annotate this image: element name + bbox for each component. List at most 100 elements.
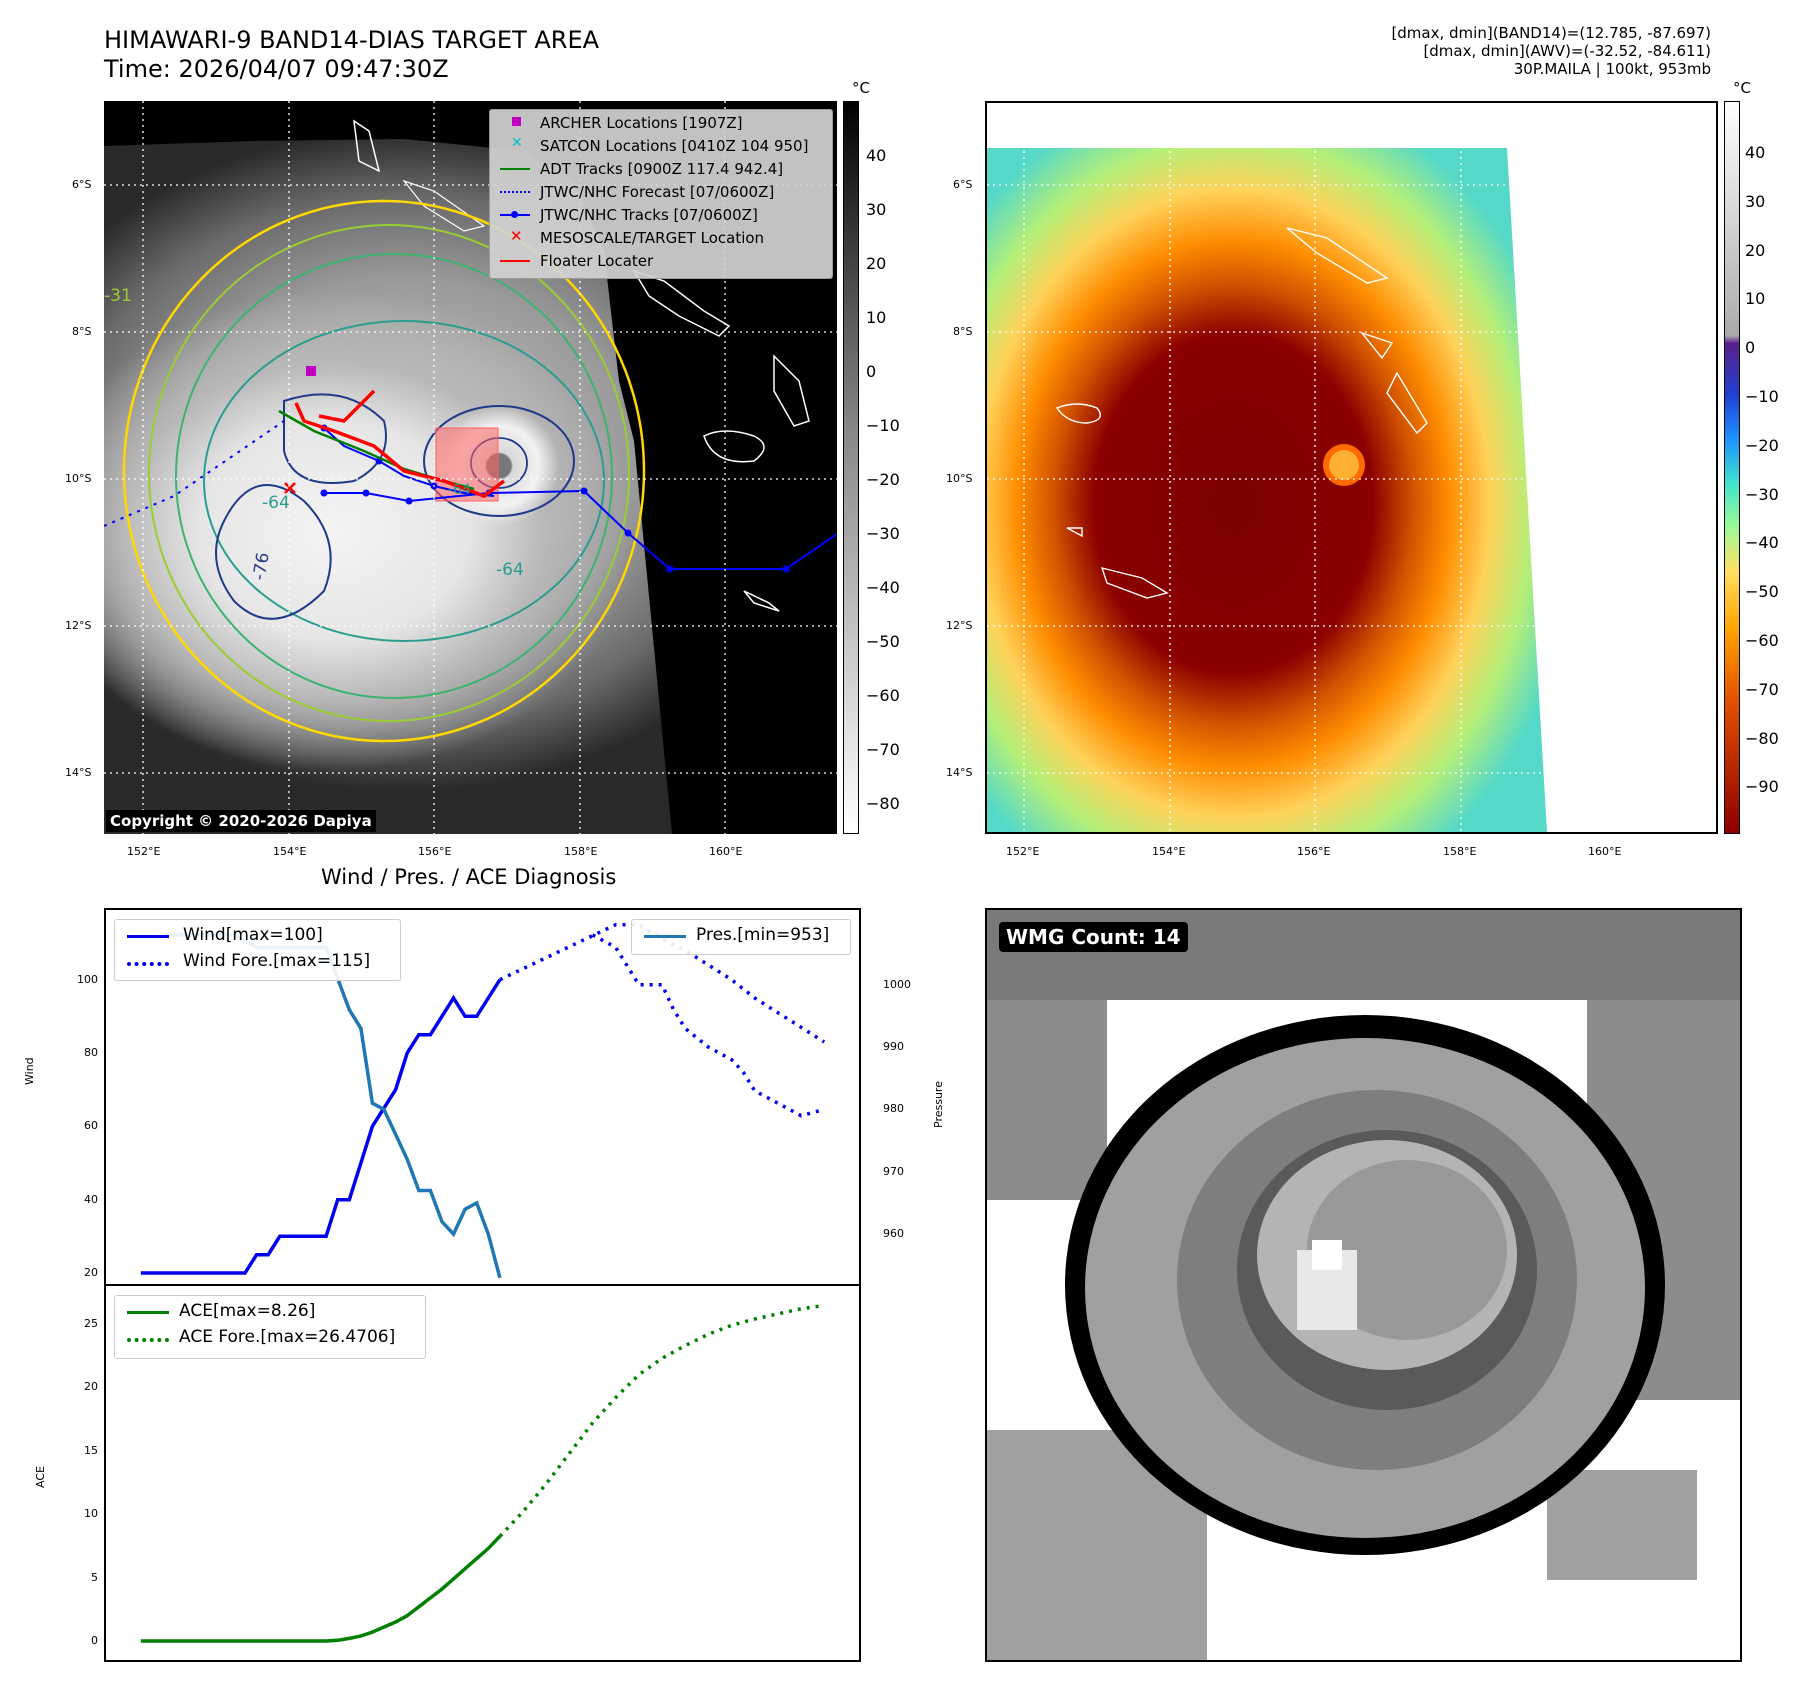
colorbar-tick: −40	[866, 578, 900, 597]
lon-tick: 152°E	[1006, 845, 1040, 858]
wmg-count-badge: WMG Count: 14	[999, 922, 1188, 952]
colorbar-tick: −60	[1745, 631, 1779, 650]
contour-label: -31	[104, 286, 132, 306]
map-legend: ARCHER Locations [1907Z] ✕ SATCON Locati…	[489, 109, 833, 279]
lon-tick: 158°E	[1443, 845, 1477, 858]
ace-axis-label: ACE	[34, 1466, 47, 1488]
info-line-3: 30P.MAILA | 100kt, 953mb	[1513, 60, 1711, 78]
colorbar-tick: 0	[866, 362, 877, 381]
solid-line-icon	[644, 935, 686, 938]
y-tick: 40	[84, 1192, 98, 1206]
line-marker-icon	[500, 168, 530, 170]
colorbar-tick: −90	[1745, 777, 1779, 797]
lat-tick: 8°S	[72, 325, 92, 338]
title-line-1: HIMAWARI-9 BAND14-DIAS TARGET AREA	[104, 26, 600, 54]
colorbar-tick: −60	[866, 686, 900, 705]
legend-label: Floater Locater	[540, 252, 654, 270]
y-tick: 5	[91, 1570, 98, 1584]
info-line-2: [dmax, dmin](AWV)=(-32.52, -84.611)	[1423, 42, 1711, 60]
colorbar-tick: 10	[866, 308, 887, 327]
dotted-line-icon	[127, 962, 169, 966]
awv-panel	[985, 101, 1718, 834]
colorbar-tick: −70	[1745, 679, 1779, 699]
ir-satellite-panel: -64 -64 -76 -31 -64 ARCHER Locations [19…	[104, 101, 837, 834]
legend-label: MESOSCALE/TARGET Location	[540, 229, 765, 247]
y-tick: 980	[883, 1102, 904, 1116]
dotted-line-icon	[500, 191, 530, 193]
series-line	[163, 933, 502, 1279]
y-tick: 60	[84, 1119, 98, 1133]
lon-tick: 160°E	[1588, 845, 1622, 858]
legend-label: ARCHER Locations [1907Z]	[540, 114, 743, 132]
y-tick: 20	[84, 1380, 98, 1394]
lon-tick: 158°E	[564, 845, 598, 858]
y-tick: 960	[883, 1227, 904, 1241]
y-tick: 80	[84, 1046, 98, 1059]
contour-label: -64	[496, 560, 524, 580]
legend-label: ACE[max=8.26]	[179, 1301, 316, 1321]
x-marker-icon: ✕	[511, 135, 523, 151]
x-marker-icon: ✕	[510, 227, 523, 245]
legend-label: Wind Fore.[max=115]	[183, 951, 371, 971]
title-line-2: Time: 2026/04/07 09:47:30Z	[104, 55, 449, 83]
lon-tick: 156°E	[1297, 845, 1331, 858]
y-tick: 10	[84, 1507, 98, 1521]
lon-tick: 160°E	[709, 845, 743, 858]
pressure-axis-label: Pressure	[932, 1081, 945, 1128]
ace-plot: ACE[max=8.26] ACE Fore.[max=26.4706]	[104, 1284, 861, 1662]
y-tick: 1000	[883, 977, 911, 991]
legend-label: Wind[max=100]	[183, 925, 323, 945]
colorbar-tick: 20	[1745, 240, 1766, 260]
colorbar-tick: −50	[1745, 582, 1779, 602]
colorbar-tick: −50	[866, 632, 900, 651]
legend-label: SATCON Locations [0410Z 104 950]	[540, 137, 809, 155]
lon-tick: 154°E	[273, 845, 307, 858]
colorbar-tick: −30	[866, 524, 900, 543]
colorbar-tick: −70	[866, 740, 900, 759]
awv-colorbar	[1724, 101, 1740, 834]
y-tick: 15	[84, 1443, 98, 1457]
ir-colorbar	[843, 101, 859, 834]
lat-tick: 14°S	[65, 766, 92, 779]
info-line-1: [dmax, dmin](BAND14)=(12.785, -87.697)	[1391, 24, 1711, 42]
y-tick: 25	[84, 1317, 98, 1331]
colorbar-tick: −40	[1745, 533, 1779, 553]
diagnosis-title: Wind / Pres. / ACE Diagnosis	[321, 865, 617, 889]
line-marker-icon	[500, 260, 530, 262]
square-marker-icon	[512, 117, 521, 126]
lat-tick: 12°S	[65, 619, 92, 632]
legend-label: Pres.[min=953]	[696, 925, 830, 945]
lat-tick: 8°S	[953, 325, 973, 338]
colorbar-tick: −10	[1745, 387, 1779, 406]
colorbar-tick: −10	[866, 416, 900, 435]
wind-legend: Wind[max=100] Wind Fore.[max=115]	[114, 919, 401, 981]
legend-label: ACE Fore.[max=26.4706]	[179, 1327, 396, 1347]
lat-tick: 10°S	[65, 472, 92, 485]
lon-tick: 156°E	[418, 845, 452, 858]
dotted-line-icon	[127, 1338, 169, 1342]
lon-tick: 152°E	[127, 845, 161, 858]
legend-label: ADT Tracks [0900Z 117.4 942.4]	[540, 160, 784, 178]
lat-tick: 12°S	[946, 619, 973, 632]
wind-pressure-plot: Wind[max=100] Wind Fore.[max=115] Pres.[…	[104, 908, 861, 1286]
lon-tick: 154°E	[1152, 845, 1186, 858]
series-line	[140, 1535, 502, 1643]
dot-marker-icon	[511, 211, 518, 218]
legend-label: JTWC/NHC Forecast [07/0600Z]	[540, 183, 775, 201]
awv-colorbar-unit: °C	[1733, 79, 1751, 97]
series-line	[591, 933, 825, 1118]
colorbar-tick: 30	[1745, 191, 1766, 211]
ace-svg	[140, 1303, 825, 1643]
colorbar-tick: −80	[1745, 728, 1779, 748]
y-tick: 100	[77, 972, 98, 986]
lat-tick: 6°S	[953, 178, 973, 191]
colorbar-tick: −20	[866, 470, 900, 489]
lat-tick: 10°S	[946, 472, 973, 485]
colorbar-tick: 30	[866, 200, 887, 219]
solid-line-icon	[127, 935, 169, 938]
colorbar-tick: 20	[866, 254, 887, 273]
wind-axis-label: Wind	[23, 1057, 36, 1085]
pressure-legend: Pres.[min=953]	[631, 919, 851, 955]
wmg-panel: WMG Count: 14	[985, 908, 1742, 1662]
solid-line-icon	[127, 1311, 169, 1314]
